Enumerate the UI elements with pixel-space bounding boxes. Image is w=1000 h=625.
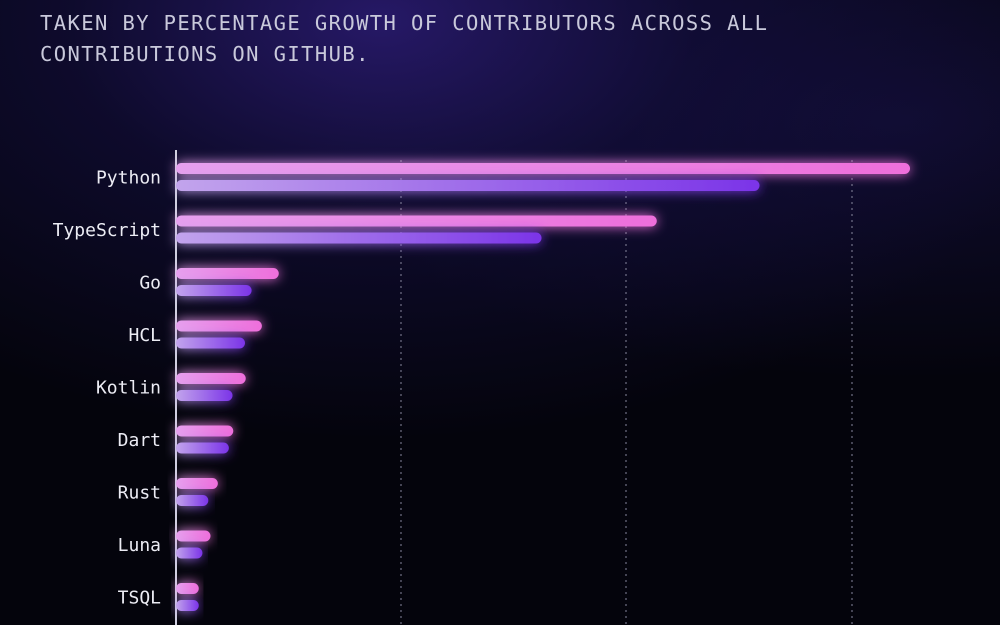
category-label-tsql: TSQL bbox=[118, 588, 162, 609]
category-label-typescript: TypeScript bbox=[53, 220, 161, 241]
category-label-luna: Luna bbox=[118, 535, 161, 556]
bar-typescript-series-1 bbox=[176, 215, 657, 227]
category-label-python: Python bbox=[96, 168, 161, 189]
bar-tsql-series-2 bbox=[176, 600, 199, 611]
bar-hcl-series-1 bbox=[176, 320, 262, 332]
chart-subtitle: TAKEN BY PERCENTAGE GROWTH OF CONTRIBUTO… bbox=[40, 11, 769, 66]
bar-go-series-1 bbox=[176, 268, 279, 279]
bars bbox=[176, 163, 910, 611]
bar-dart-series-2 bbox=[176, 442, 229, 454]
bar-rust-series-1 bbox=[176, 478, 218, 489]
category-label-rust: Rust bbox=[118, 483, 161, 504]
category-label-hcl: HCL bbox=[128, 325, 161, 346]
bar-luna-series-1 bbox=[176, 530, 211, 542]
bar-hcl-series-2 bbox=[176, 337, 245, 349]
category-label-kotlin: Kotlin bbox=[96, 378, 161, 399]
gridlines bbox=[400, 160, 853, 625]
bar-luna-series-2 bbox=[176, 547, 203, 559]
category-labels: Python TypeScript Go HCL Kotlin Dart Rust Luna T… bbox=[53, 168, 162, 609]
bar-kotlin-series-1 bbox=[176, 373, 246, 384]
bar-python-series-1 bbox=[176, 163, 910, 174]
bar-go-series-2 bbox=[176, 285, 252, 296]
bar-python-series-2 bbox=[176, 180, 760, 191]
bar-rust-series-2 bbox=[176, 495, 209, 506]
bar-typescript-series-2 bbox=[176, 232, 542, 244]
category-label-go: Go bbox=[139, 273, 161, 294]
bar-tsql-series-1 bbox=[176, 583, 199, 594]
bar-kotlin-series-2 bbox=[176, 390, 233, 401]
category-label-dart: Dart bbox=[118, 430, 161, 451]
bar-dart-series-1 bbox=[176, 425, 234, 437]
